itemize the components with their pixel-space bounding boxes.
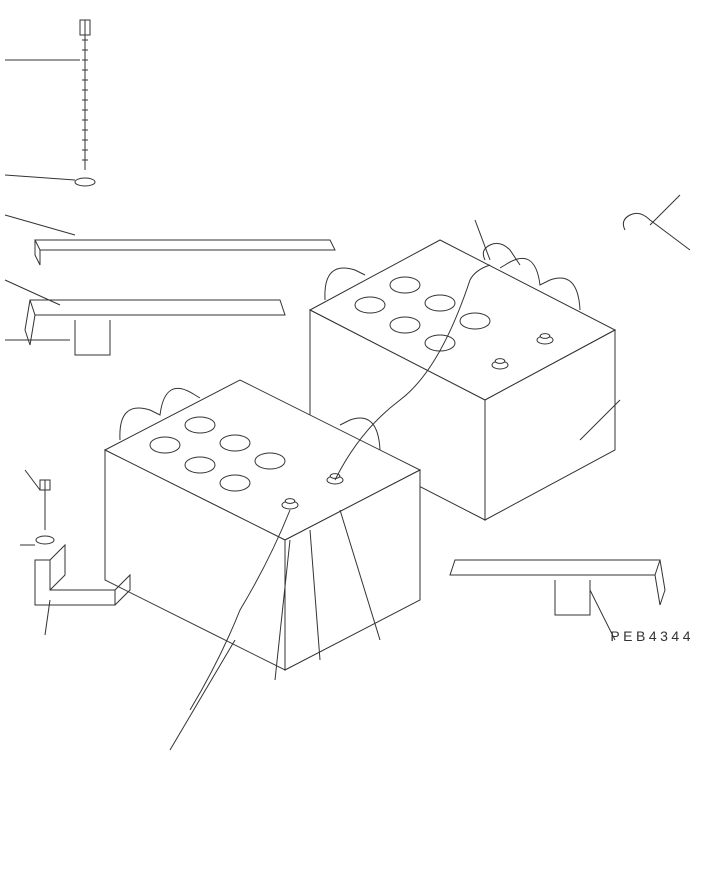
diagram-code-label: PEB4344 xyxy=(610,628,694,644)
diagram-svg xyxy=(0,0,704,884)
technical-diagram: PEB4344 xyxy=(0,0,704,884)
